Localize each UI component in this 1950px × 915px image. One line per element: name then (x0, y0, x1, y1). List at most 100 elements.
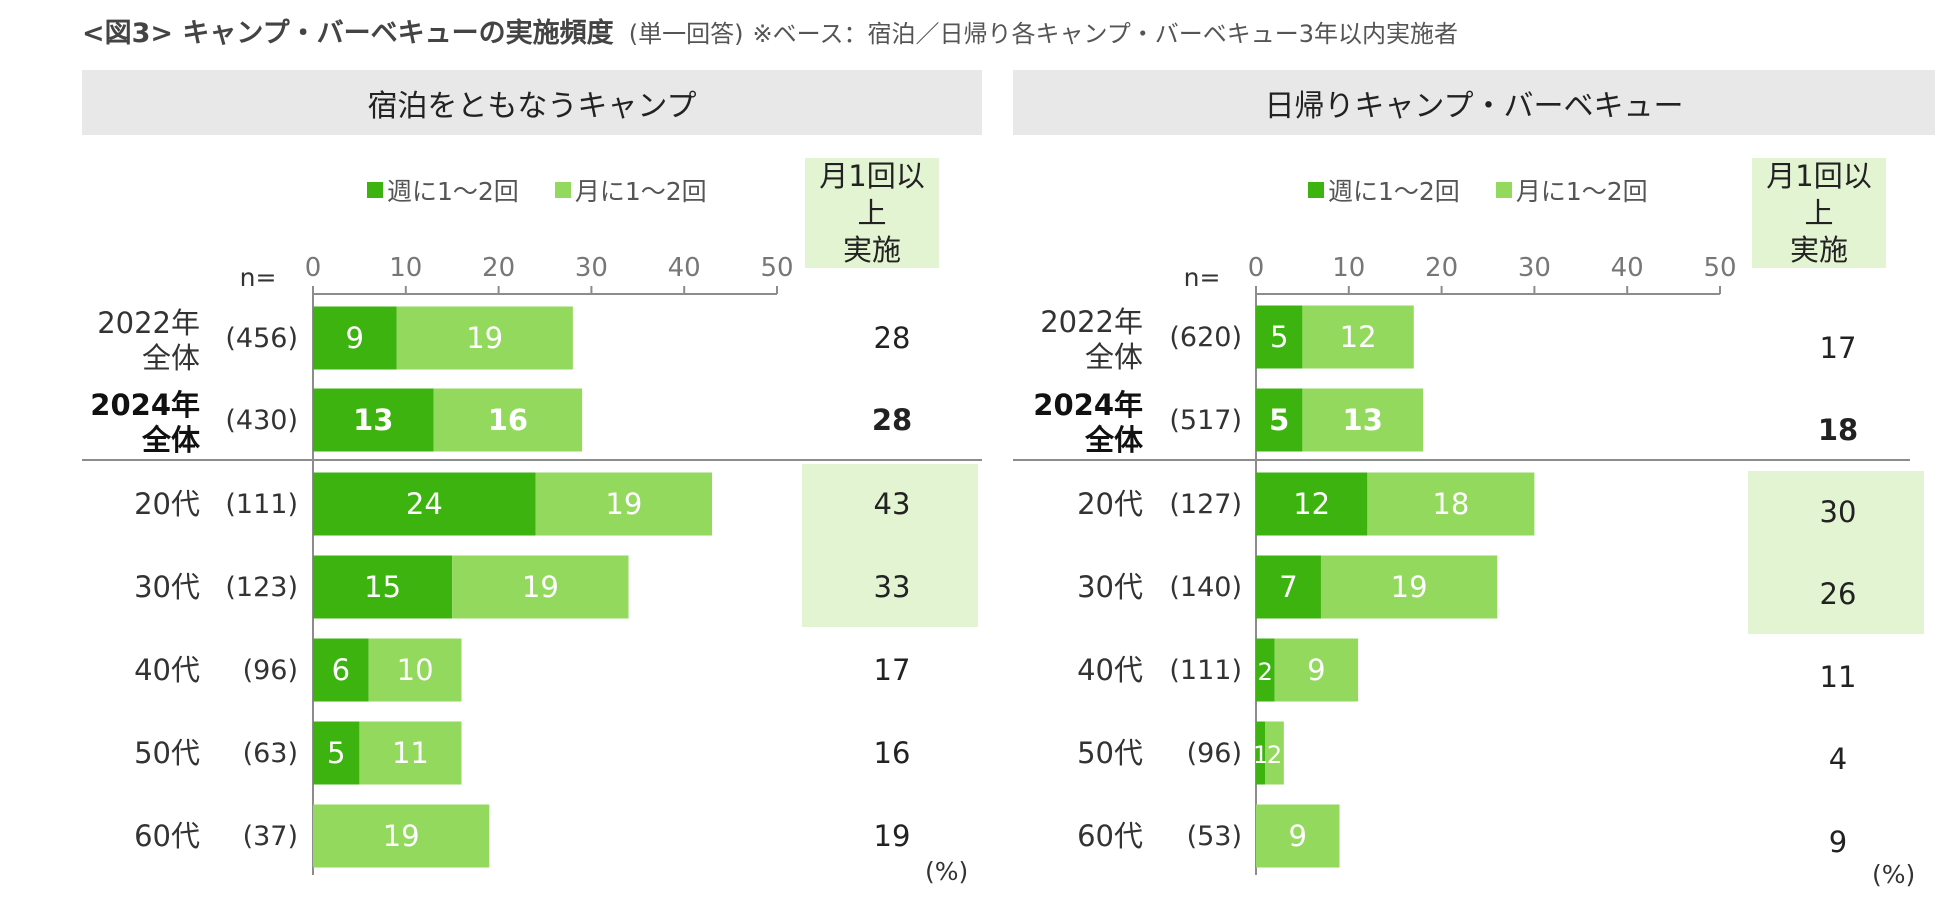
daytrip-bar-weekly (1256, 555, 1321, 619)
overnight-bar-monthly (452, 555, 629, 619)
panel-header-overnight: 宿泊をともなうキャンプ (82, 70, 982, 135)
daytrip-data-label-weekly: 12 (1293, 487, 1330, 521)
overnight-total-value: 28 (872, 403, 912, 437)
overnight-category-label: 50代 (134, 736, 200, 770)
panel-header-daytrip: 日帰りキャンプ・バーベキュー (1013, 70, 1935, 135)
daytrip-bar-monthly (1320, 555, 1498, 619)
overnight-n-count: (456) (225, 323, 298, 354)
daytrip-data-label-weekly: 5 (1269, 403, 1289, 437)
overnight-data-label-weekly: 9 (346, 321, 364, 355)
overnight-data-label-monthly: 16 (488, 403, 528, 437)
daytrip-n-count: (53) (1187, 821, 1242, 852)
daytrip-data-label-monthly: 13 (1343, 403, 1383, 437)
overnight-total-value: 28 (874, 321, 911, 355)
overnight-x-tick-label: 10 (389, 253, 422, 283)
legend-item-weekly: 週に1～2回 (1308, 172, 1460, 208)
total-header-line2: 実施 (842, 232, 901, 267)
legend-swatch-weekly (1308, 182, 1324, 198)
overnight-bar-weekly (313, 555, 453, 619)
daytrip-n-count: (517) (1169, 405, 1242, 436)
daytrip-total-value: 30 (1820, 495, 1857, 529)
overnight-n-count: (111) (225, 489, 298, 520)
daytrip-bar-monthly (1274, 638, 1359, 702)
daytrip-x-tick-label: 10 (1332, 253, 1365, 283)
overnight-bar-weekly (313, 388, 434, 452)
overnight-n-count: (37) (243, 821, 298, 852)
overnight-total-value: 16 (874, 736, 911, 770)
legend-item-monthly: 月に1～2回 (554, 172, 707, 208)
daytrip-data-label-weekly: 7 (1279, 570, 1297, 604)
title-note: ※ベース：宿泊／日帰り各キャンプ・バーベキュー3年以内実施者 (752, 20, 1459, 48)
overnight-category-label: 60代 (134, 819, 200, 853)
highlight-box-overnight (802, 464, 978, 627)
daytrip-x-tick-label: 20 (1425, 253, 1458, 283)
total-header-daytrip: 月1回以上 実施 (1752, 158, 1886, 268)
daytrip-data-label-monthly: 9 (1289, 819, 1307, 853)
daytrip-category-label: 60代 (1077, 819, 1143, 853)
overnight-category-label-line2: 全体 (142, 341, 200, 375)
overnight-data-label-monthly: 19 (466, 321, 503, 355)
overnight-x-tick-label: 0 (305, 253, 322, 283)
legend-label-weekly: 週に1～2回 (1328, 177, 1460, 206)
daytrip-n-count: (140) (1169, 572, 1242, 603)
overnight-x-tick-label: 30 (575, 253, 608, 283)
daytrip-category-label-line1: 2024年 (1033, 388, 1143, 422)
daytrip-bar-monthly (1265, 721, 1284, 785)
overnight-x-tick-label: 20 (482, 253, 515, 283)
overnight-category-label-line1: 2024年 (90, 388, 200, 422)
legend-label-monthly: 月に1～2回 (574, 177, 707, 206)
overnight-bar-monthly (396, 306, 573, 370)
title-main: <図3> キャンプ・バーベキューの実施頻度 (82, 18, 614, 49)
total-header-overnight: 月1回以上 実施 (805, 158, 939, 268)
legend-swatch-monthly (554, 182, 571, 198)
highlight-box-daytrip (1748, 471, 1924, 634)
daytrip-bar-weekly (1256, 472, 1368, 536)
overnight-bar-weekly (313, 721, 360, 785)
daytrip-category-label: 20代 (1077, 487, 1143, 521)
daytrip-total-value: 18 (1818, 413, 1858, 447)
daytrip-category-label-line1: 2022年 (1040, 305, 1143, 339)
overnight-data-label-monthly: 19 (522, 570, 559, 604)
overnight-n-count: (430) (225, 405, 298, 436)
overnight-n-count: (63) (243, 738, 298, 769)
overnight-data-label-monthly: 11 (392, 736, 429, 770)
overnight-data-label-monthly: 19 (605, 487, 642, 521)
daytrip-data-label-monthly: 12 (1340, 320, 1377, 354)
daytrip-bar-weekly (1256, 638, 1275, 702)
overnight-category-label-line2: 全体 (141, 423, 201, 457)
total-header-line2: 実施 (1789, 232, 1848, 267)
daytrip-n-count: (127) (1169, 489, 1242, 520)
daytrip-bar-weekly (1256, 721, 1266, 785)
overnight-category-label: 20代 (134, 487, 200, 521)
overnight-x-tick-label: 50 (760, 253, 793, 283)
daytrip-total-value: 9 (1829, 825, 1847, 859)
total-header-line1: 月1回以上 (1766, 158, 1872, 230)
overnight-bar-monthly (433, 388, 583, 452)
overnight-data-label-weekly: 15 (364, 570, 401, 604)
daytrip-total-value: 11 (1820, 660, 1857, 694)
figure-title: <図3> キャンプ・バーベキューの実施頻度 (単一回答) ※ベース：宿泊／日帰り… (82, 14, 1458, 54)
overnight-total-value: 33 (874, 570, 911, 604)
daytrip-total-value: 4 (1829, 742, 1847, 776)
daytrip-bar-monthly (1256, 804, 1340, 868)
daytrip-data-label-monthly: 19 (1391, 570, 1428, 604)
title-sub: (単一回答) (628, 20, 744, 48)
daytrip-category-label-line2: 全体 (1085, 340, 1143, 374)
overnight-n-label: n= (240, 263, 277, 292)
daytrip-x-tick-label: 0 (1248, 253, 1265, 283)
overnight-x-tick-label: 40 (668, 253, 701, 283)
overnight-bar-monthly (535, 472, 713, 536)
overnight-total-value: 17 (874, 653, 911, 687)
daytrip-total-value: 26 (1820, 577, 1857, 611)
overnight-data-label-weekly: 24 (406, 487, 443, 521)
overnight-data-label-monthly: 10 (397, 653, 434, 687)
daytrip-bar-monthly (1302, 388, 1424, 452)
daytrip-data-label-monthly: 18 (1432, 487, 1469, 521)
daytrip-data-label-monthly: 9 (1307, 653, 1325, 687)
daytrip-category-label-line2: 全体 (1084, 423, 1144, 457)
overnight-data-label-weekly: 13 (353, 403, 393, 437)
overnight-data-label-weekly: 5 (327, 736, 345, 770)
legend-item-weekly: 週に1～2回 (367, 172, 519, 208)
daytrip-bar-weekly (1256, 388, 1303, 452)
daytrip-data-label-monthly: 2 (1267, 741, 1282, 769)
